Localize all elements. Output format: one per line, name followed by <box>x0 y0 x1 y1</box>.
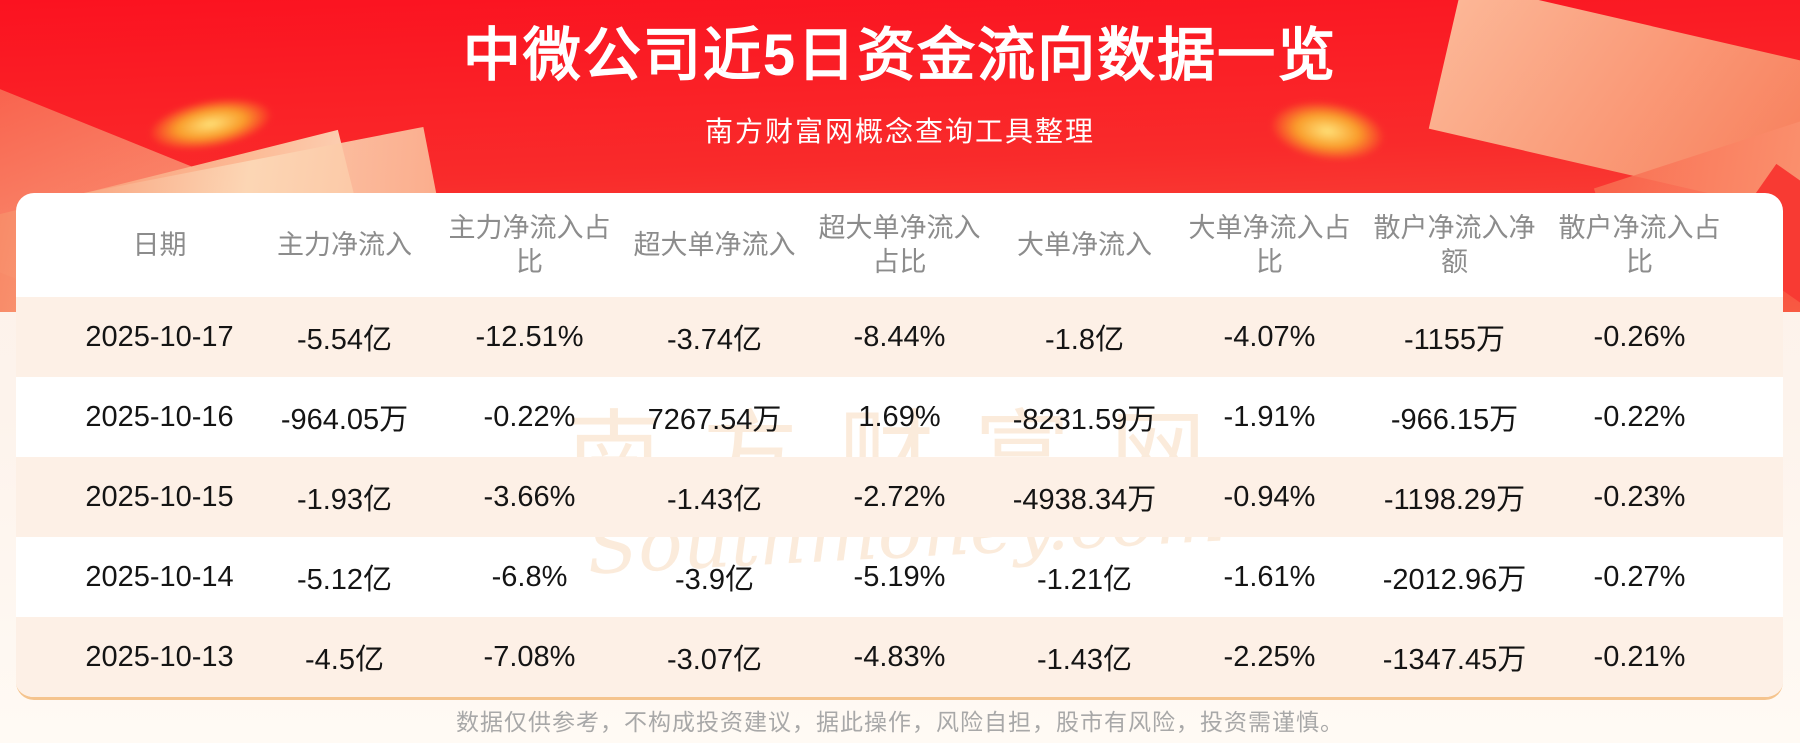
column-header-1: 主力净流入 <box>277 230 412 260</box>
column-header-8: 散户净流入占比 <box>1558 213 1721 277</box>
table-cell: -6.8% <box>491 560 568 593</box>
table-cell: -3.74亿 <box>666 324 763 356</box>
date-cell: 2025-10-16 <box>85 400 234 433</box>
table-cell: -966.15万 <box>1390 404 1519 436</box>
table-row-2: 2025-10-15 -1.93亿 -3.66% -1.43亿 -2.72% -4938.… <box>16 457 1783 537</box>
date-cell: 2025-10-15 <box>85 480 234 513</box>
date-cell: 2025-10-17 <box>85 320 234 353</box>
column-header-4: 超大单净流入占比 <box>818 213 981 277</box>
table-cell: 1.69% <box>858 400 941 433</box>
column-header-5: 大单净流入 <box>1017 230 1152 260</box>
table-cell: -12.51% <box>475 320 584 353</box>
table-row-4: 2025-10-13 -4.5亿 -7.08% -3.07亿 -4.83% -1.43亿 -… <box>16 617 1783 697</box>
table-row-3: 2025-10-14 -5.12亿 -6.8% -3.9亿 -5.19% -1.21亿 -1… <box>16 537 1783 617</box>
table-cell: -2.25% <box>1223 640 1316 673</box>
table-cell: -1.43亿 <box>666 484 763 516</box>
data-table-card: 南方财富网 Southmoney.com 日期主力净流入主力净流入占比超大单净流… <box>16 193 1783 700</box>
table-cell: -0.22% <box>1593 400 1686 433</box>
table-cell: -1155万 <box>1403 324 1506 356</box>
table-cell: -1.21亿 <box>1036 564 1133 596</box>
table-cell: -0.21% <box>1593 640 1686 673</box>
column-header-7: 散户净流入净额 <box>1373 213 1536 277</box>
table-cell: -1198.29万 <box>1383 484 1526 516</box>
page-subtitle: 南方财富网概念查询工具整理 <box>704 116 1095 147</box>
date-cell: 2025-10-13 <box>85 640 234 673</box>
table-cell: -1.93亿 <box>296 484 393 516</box>
table-cell: -4938.34万 <box>1012 484 1157 516</box>
page-title: 中微公司近5日资金流向数据一览 <box>462 23 1338 88</box>
table-row-0: 2025-10-17 -5.54亿 -12.51% -3.74亿 -8.44% -1.8亿… <box>16 297 1783 377</box>
table-cell: -0.22% <box>483 400 576 433</box>
table-cell: -1.91% <box>1223 400 1316 433</box>
date-cell: 2025-10-14 <box>85 560 234 593</box>
column-header-2: 主力净流入占比 <box>448 213 611 277</box>
table-cell: -3.07亿 <box>666 644 763 676</box>
table-cell: -4.5亿 <box>305 644 384 676</box>
table-cell: -7.08% <box>483 640 576 673</box>
table-cell: -4.83% <box>853 640 946 673</box>
column-header-0: 日期 <box>132 230 187 260</box>
table-cell: 7267.54万 <box>647 404 782 436</box>
column-header-6: 大单净流入占比 <box>1188 213 1351 277</box>
column-header-3: 超大单净流入 <box>633 230 796 260</box>
table-row-1: 2025-10-16 -964.05万 -0.22% 7267.54万 1.69% -82… <box>16 377 1783 457</box>
table-body: 2025-10-17 -5.54亿 -12.51% -3.74亿 -8.44% -1.8亿… <box>16 297 1783 697</box>
table-cell: -3.66% <box>483 480 576 513</box>
table-header-row: 日期 主力净流入 主力净流入占比 超大单净流入 超大单净流入占比 大单净流入 大单净流入占比… <box>16 193 1783 297</box>
table-cell: -3.9亿 <box>675 564 754 596</box>
table-cell: -964.05万 <box>280 404 409 436</box>
disclaimer-text: 数据仅供参考，不构成投资建议，据此操作，风险自担，股市有风险，投资需谨慎。 <box>456 709 1344 735</box>
table-cell: -5.12亿 <box>296 564 393 596</box>
table-cell: -2.72% <box>853 480 946 513</box>
table-cell: -1.8亿 <box>1045 324 1124 356</box>
table-cell: -4.07% <box>1223 320 1316 353</box>
table-cell: -1.43亿 <box>1036 644 1133 676</box>
banner-titles: 中微公司近5日资金流向数据一览 南方财富网概念查询工具整理 <box>0 0 1800 150</box>
table-cell: -1347.45万 <box>1382 644 1527 676</box>
table-cell: -0.23% <box>1593 480 1686 513</box>
table-cell: -8.44% <box>853 320 946 353</box>
table-cell: -5.19% <box>853 560 946 593</box>
table-cell: -8231.59万 <box>1012 404 1157 436</box>
table-cell: -0.27% <box>1593 560 1686 593</box>
table-cell: -0.26% <box>1593 320 1686 353</box>
table-cell: -5.54亿 <box>296 324 393 356</box>
table-cell: -2012.96万 <box>1382 564 1527 596</box>
table-cell: -1.61% <box>1223 560 1316 593</box>
table-cell: -0.94% <box>1223 480 1316 513</box>
